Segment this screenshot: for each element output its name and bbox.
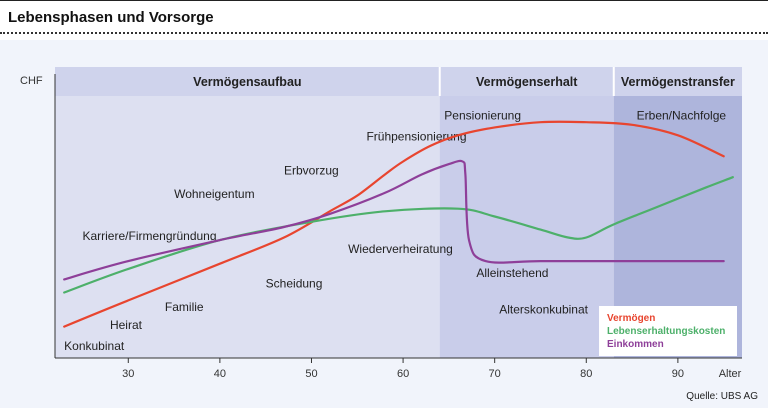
title-bar: Lebensphasen und Vorsorge [0, 0, 768, 35]
event-label: Alleinstehend [476, 266, 548, 280]
phase-area-0 [55, 96, 440, 358]
legend-entry: Vermögen [607, 313, 655, 324]
x-axis-title: Alter [719, 368, 742, 380]
phase-label-2: Vermögenstransfer [621, 75, 735, 89]
title-divider [0, 32, 768, 34]
x-tick-label-30: 30 [122, 368, 134, 380]
event-label: Familie [165, 300, 204, 314]
event-label: Konkubinat [64, 339, 125, 353]
phase-area-1 [439, 96, 614, 358]
phase-label-0: Vermögensaufbau [193, 75, 301, 89]
event-label: Heirat [110, 318, 143, 332]
x-tick-label-80: 80 [580, 368, 592, 380]
event-label: Scheidung [266, 276, 323, 290]
x-tick-label-40: 40 [214, 368, 226, 380]
event-label: Alterskonkubinat [499, 302, 588, 316]
event-label: Wohneigentum [174, 187, 255, 201]
y-axis-label: CHF [20, 75, 43, 87]
x-tick-label-50: 50 [305, 368, 317, 380]
legend-entry: Lebenserhaltungskosten [607, 326, 725, 337]
event-label: Erben/Nachfolge [637, 109, 727, 123]
event-label: Erbvorzug [284, 164, 339, 178]
legend-box [599, 306, 737, 356]
phase-header-band [55, 67, 742, 96]
event-label: Pensionierung [444, 109, 521, 123]
page-title: Lebensphasen und Vorsorge [8, 9, 214, 26]
x-tick-label-90: 90 [672, 368, 684, 380]
legend-entry: Einkommen [607, 339, 664, 350]
event-label: Karriere/Firmengründung [82, 229, 216, 243]
life-phases-chart: Vermögensaufbau Vermögenserhalt Vermögenst… [20, 67, 742, 380]
einkommen-line [63, 159, 725, 281]
source-note: Quelle: UBS AG [686, 391, 758, 402]
phase-label-1: Vermögenserhalt [476, 75, 578, 89]
x-tick-label-60: 60 [397, 368, 409, 380]
event-label: Wiederverheiratung [348, 242, 453, 256]
x-tick-label-70: 70 [489, 368, 501, 380]
chart-area: Vermögensaufbau Vermögenserhalt Vermögenst… [0, 40, 768, 408]
vermoegen-line [63, 120, 725, 328]
